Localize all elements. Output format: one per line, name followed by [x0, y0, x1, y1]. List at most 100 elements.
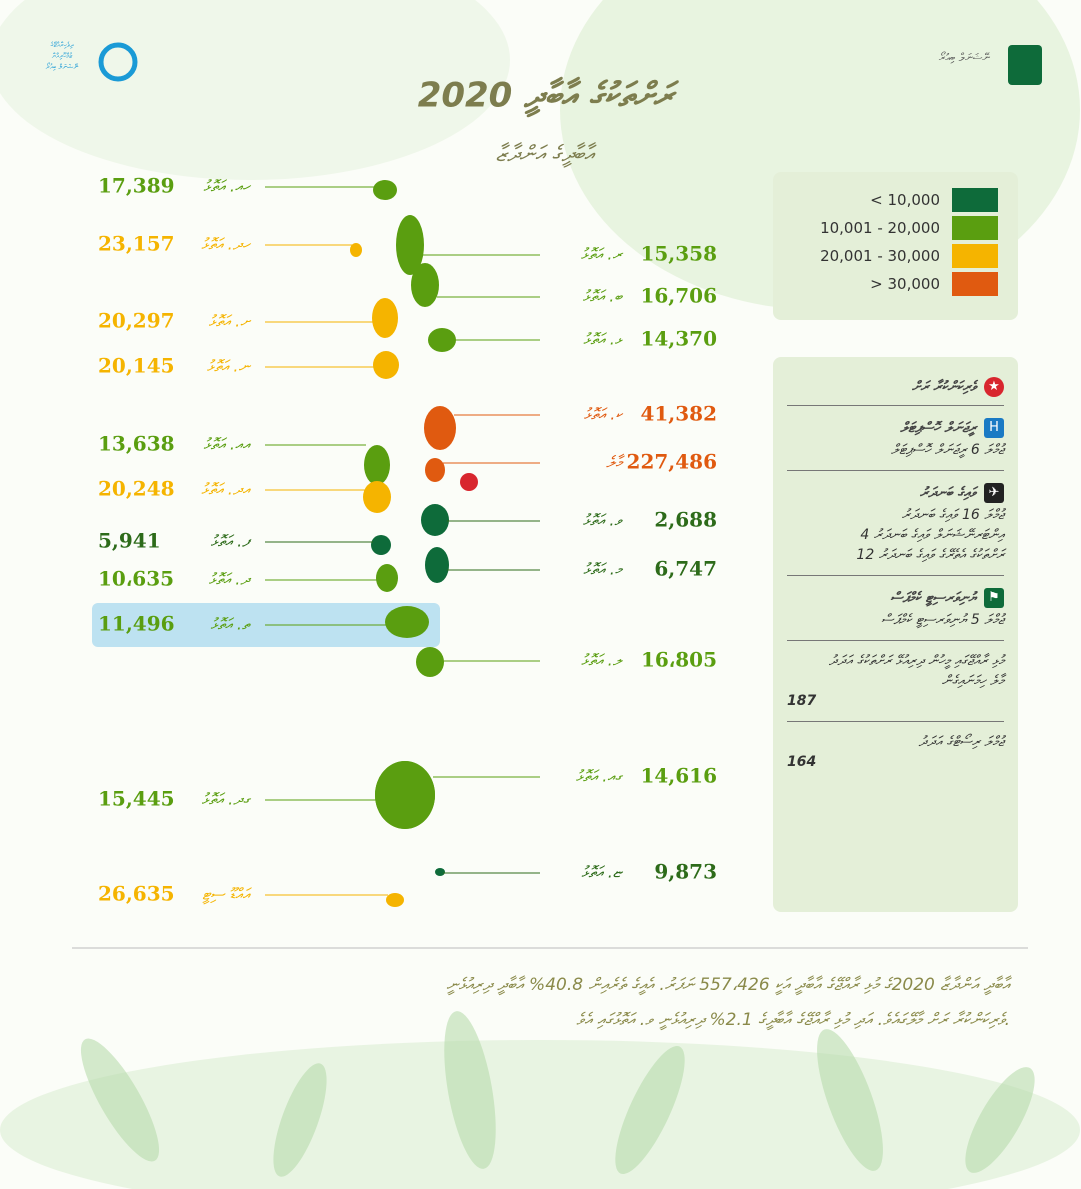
- population: 17,389: [98, 174, 175, 198]
- title: ރަށްތަކުގެ އާބާދީ 2020: [418, 76, 680, 118]
- key-row: ✈ވައިގެ ބަނދަރު ޖުމްލަ 16 ވައިގެ ބަނދަރު އ…: [787, 471, 1004, 576]
- population: 13,638: [98, 432, 175, 456]
- population: 6,747: [654, 557, 717, 581]
- atoll-name: އައްޑޫ ސިޓީ: [202, 885, 252, 905]
- atoll-shape: [385, 606, 429, 638]
- population: 5,941: [98, 529, 161, 553]
- logo-text: ޖުމްހޫރިއްޔާ: [52, 51, 73, 60]
- key-label: ޔުނިވަރސިޓީ ކެމްޕަސް: [890, 590, 976, 606]
- atoll-shape: [411, 263, 439, 307]
- population: 227,486: [627, 450, 717, 474]
- atoll-shape: [435, 868, 445, 876]
- atoll-shape: [425, 458, 445, 482]
- legend-swatch: [952, 272, 998, 296]
- population: 23,157: [98, 232, 175, 256]
- atoll-name: މ. އަތޮޅު: [583, 560, 624, 579]
- atoll-name: ނ. އަތޮޅު: [207, 357, 252, 376]
- atoll-name: ވ. އަތޮޅު: [583, 511, 624, 530]
- key-label: މުޅި ރާއްޖޭގައި މީހުން ދިރިއުޅޭ ރަށްތަކު…: [828, 653, 1004, 669]
- atoll-name: ބ. އަތޮޅު: [583, 287, 624, 306]
- legend-item: < 10,000: [773, 186, 1018, 214]
- atoll-shape: [373, 351, 399, 379]
- capital-icon: [460, 473, 478, 491]
- legend-label: < 10,000: [870, 191, 940, 209]
- atoll-shape: [425, 547, 449, 583]
- ministry-text: ނޭޝަނަލް ބިއުރޯ: [939, 51, 991, 64]
- legend-item: 20,001 - 30,000: [773, 242, 1018, 270]
- atoll-shape: [372, 298, 398, 338]
- key-text: ރަށްތަކުގެ އެތެރޭގެ ވައިގެ ބަނދަރު 12: [856, 547, 1004, 563]
- key-value: 187: [787, 693, 817, 709]
- atoll-name: ށ. އަތޮޅު: [209, 312, 253, 331]
- key-row: Hރީޖަނަލް ހޮސްޕިޓަލް ޖުމްލަ 6 ރީޖަނަލް ހޮ…: [787, 406, 1004, 471]
- key-row: ޖުމްލަ ރިސޯޓްގެ އަދަދު 164: [787, 722, 1004, 782]
- atoll-shape: [376, 564, 398, 592]
- population: 10،635: [98, 567, 174, 591]
- legend-label: 20,001 - 30,000: [820, 247, 940, 265]
- atoll-shape: [364, 445, 390, 485]
- atoll-shape: [386, 893, 404, 907]
- population: 16,706: [640, 284, 717, 308]
- footnote: ވެރިކަންކުރާ ރަށް މާލޭގައެވެ. އަދި މުޅި …: [576, 1010, 1010, 1031]
- atoll-name: ކ. އަތޮޅު: [584, 405, 624, 424]
- key-label: ޖުމްލަ ރިސޯޓްގެ އަދަދު: [918, 734, 1004, 750]
- key: ★ވެރިކަންކުރާ ރަށް Hރީޖަނަލް ހޮސްޕިޓަލް ޖ…: [773, 357, 1018, 912]
- legend-item: > 30,000: [773, 270, 1018, 298]
- population: 16،805: [641, 648, 717, 672]
- key-label: ރީޖަނަލް ހޮސްޕިޓަލް: [900, 420, 976, 436]
- atoll-shape: [421, 504, 449, 536]
- key-value: 164: [787, 754, 817, 770]
- legend-swatch: [952, 244, 998, 268]
- key-row: ⚑ޔުނިވަރސިޓީ ކެމްޕަސް ޖުމްލަ 5 ޔުނިވަރސިޓ…: [787, 576, 1004, 641]
- population: 11,496: [98, 612, 175, 636]
- population: 20,297: [98, 309, 175, 333]
- key-row: ★ވެރިކަންކުރާ ރަށް: [787, 369, 1004, 406]
- population: 20,248: [98, 477, 175, 501]
- population: 14,370: [640, 327, 717, 351]
- population: 26,635: [98, 882, 175, 906]
- population: 2,688: [654, 508, 717, 532]
- atoll-name: ގއ. އަތޮޅު: [576, 767, 624, 786]
- atoll-shape: [363, 481, 391, 513]
- atoll-name: ލ. އަތޮޅު: [581, 651, 624, 670]
- population: 20,145: [98, 354, 175, 378]
- legend-label: 10,001 - 20,000: [820, 219, 940, 237]
- atoll-shape: [396, 215, 424, 275]
- atoll-name: ހއ. އަތޮޅު: [203, 177, 251, 196]
- population: 41,382: [640, 402, 717, 426]
- key-label: ވެރިކަންކުރާ ރަށް: [911, 379, 976, 395]
- atoll-name: ފ. އަތޮޅު: [211, 532, 253, 551]
- logo-text: ދިވެހިރާއްޖޭގެ: [50, 40, 74, 49]
- atoll-shape: [373, 180, 397, 200]
- legend-swatch: [952, 188, 998, 212]
- key-text: ޖުމްލަ 5 ޔުނިވަރސިޓީ ކެމްޕަސް: [881, 612, 1004, 628]
- atoll-name: ޅ. އަތޮޅު: [583, 330, 624, 349]
- footnote: އާބާދީ އަންދާޒާ 2020ގެ މުޅި ރާއްޖޭގެ އާބ…: [446, 975, 1012, 996]
- population: 15,445: [98, 787, 175, 811]
- atoll-name: އއ. އަތޮޅު: [203, 435, 251, 454]
- legend-label: > 30,000: [870, 275, 940, 293]
- legend-swatch: [952, 216, 998, 240]
- key-text: ޖުމްލަ 16 ވައިގެ ބަނދަރު: [901, 507, 1004, 523]
- legend-item: 10,001 - 20,000: [773, 214, 1018, 242]
- logo: [98, 42, 138, 82]
- atoll-name: ދ. އަތޮޅު: [209, 570, 252, 589]
- atoll-name: މާލެ: [606, 453, 625, 472]
- key-text: މާލެ ހިމަނައިގެން: [941, 673, 1004, 689]
- atoll-name: ޏ. އަތޮޅު: [581, 863, 624, 882]
- atoll-name: އދ. އަތޮޅު: [201, 480, 251, 499]
- atoll-name: ގދ. އަތޮޅު: [202, 790, 252, 809]
- key-text: އިންޓަރނޭޝަނަލް ވައިގެ ބަނދަރު 4: [860, 527, 1004, 543]
- atoll-shape: [375, 761, 435, 829]
- atoll-shape: [428, 328, 456, 352]
- key-label: ވައިގެ ބަނދަރު: [919, 485, 976, 501]
- atoll-shape: [371, 535, 391, 555]
- population: 15,358: [640, 242, 717, 266]
- atoll-shape: [416, 647, 444, 677]
- legend: < 10,000 10,001 - 20,000 20,001 - 30,000 > …: [773, 172, 1018, 320]
- emblem: [1008, 45, 1042, 85]
- population: 9,873: [654, 860, 717, 884]
- atoll-shape: [424, 406, 456, 450]
